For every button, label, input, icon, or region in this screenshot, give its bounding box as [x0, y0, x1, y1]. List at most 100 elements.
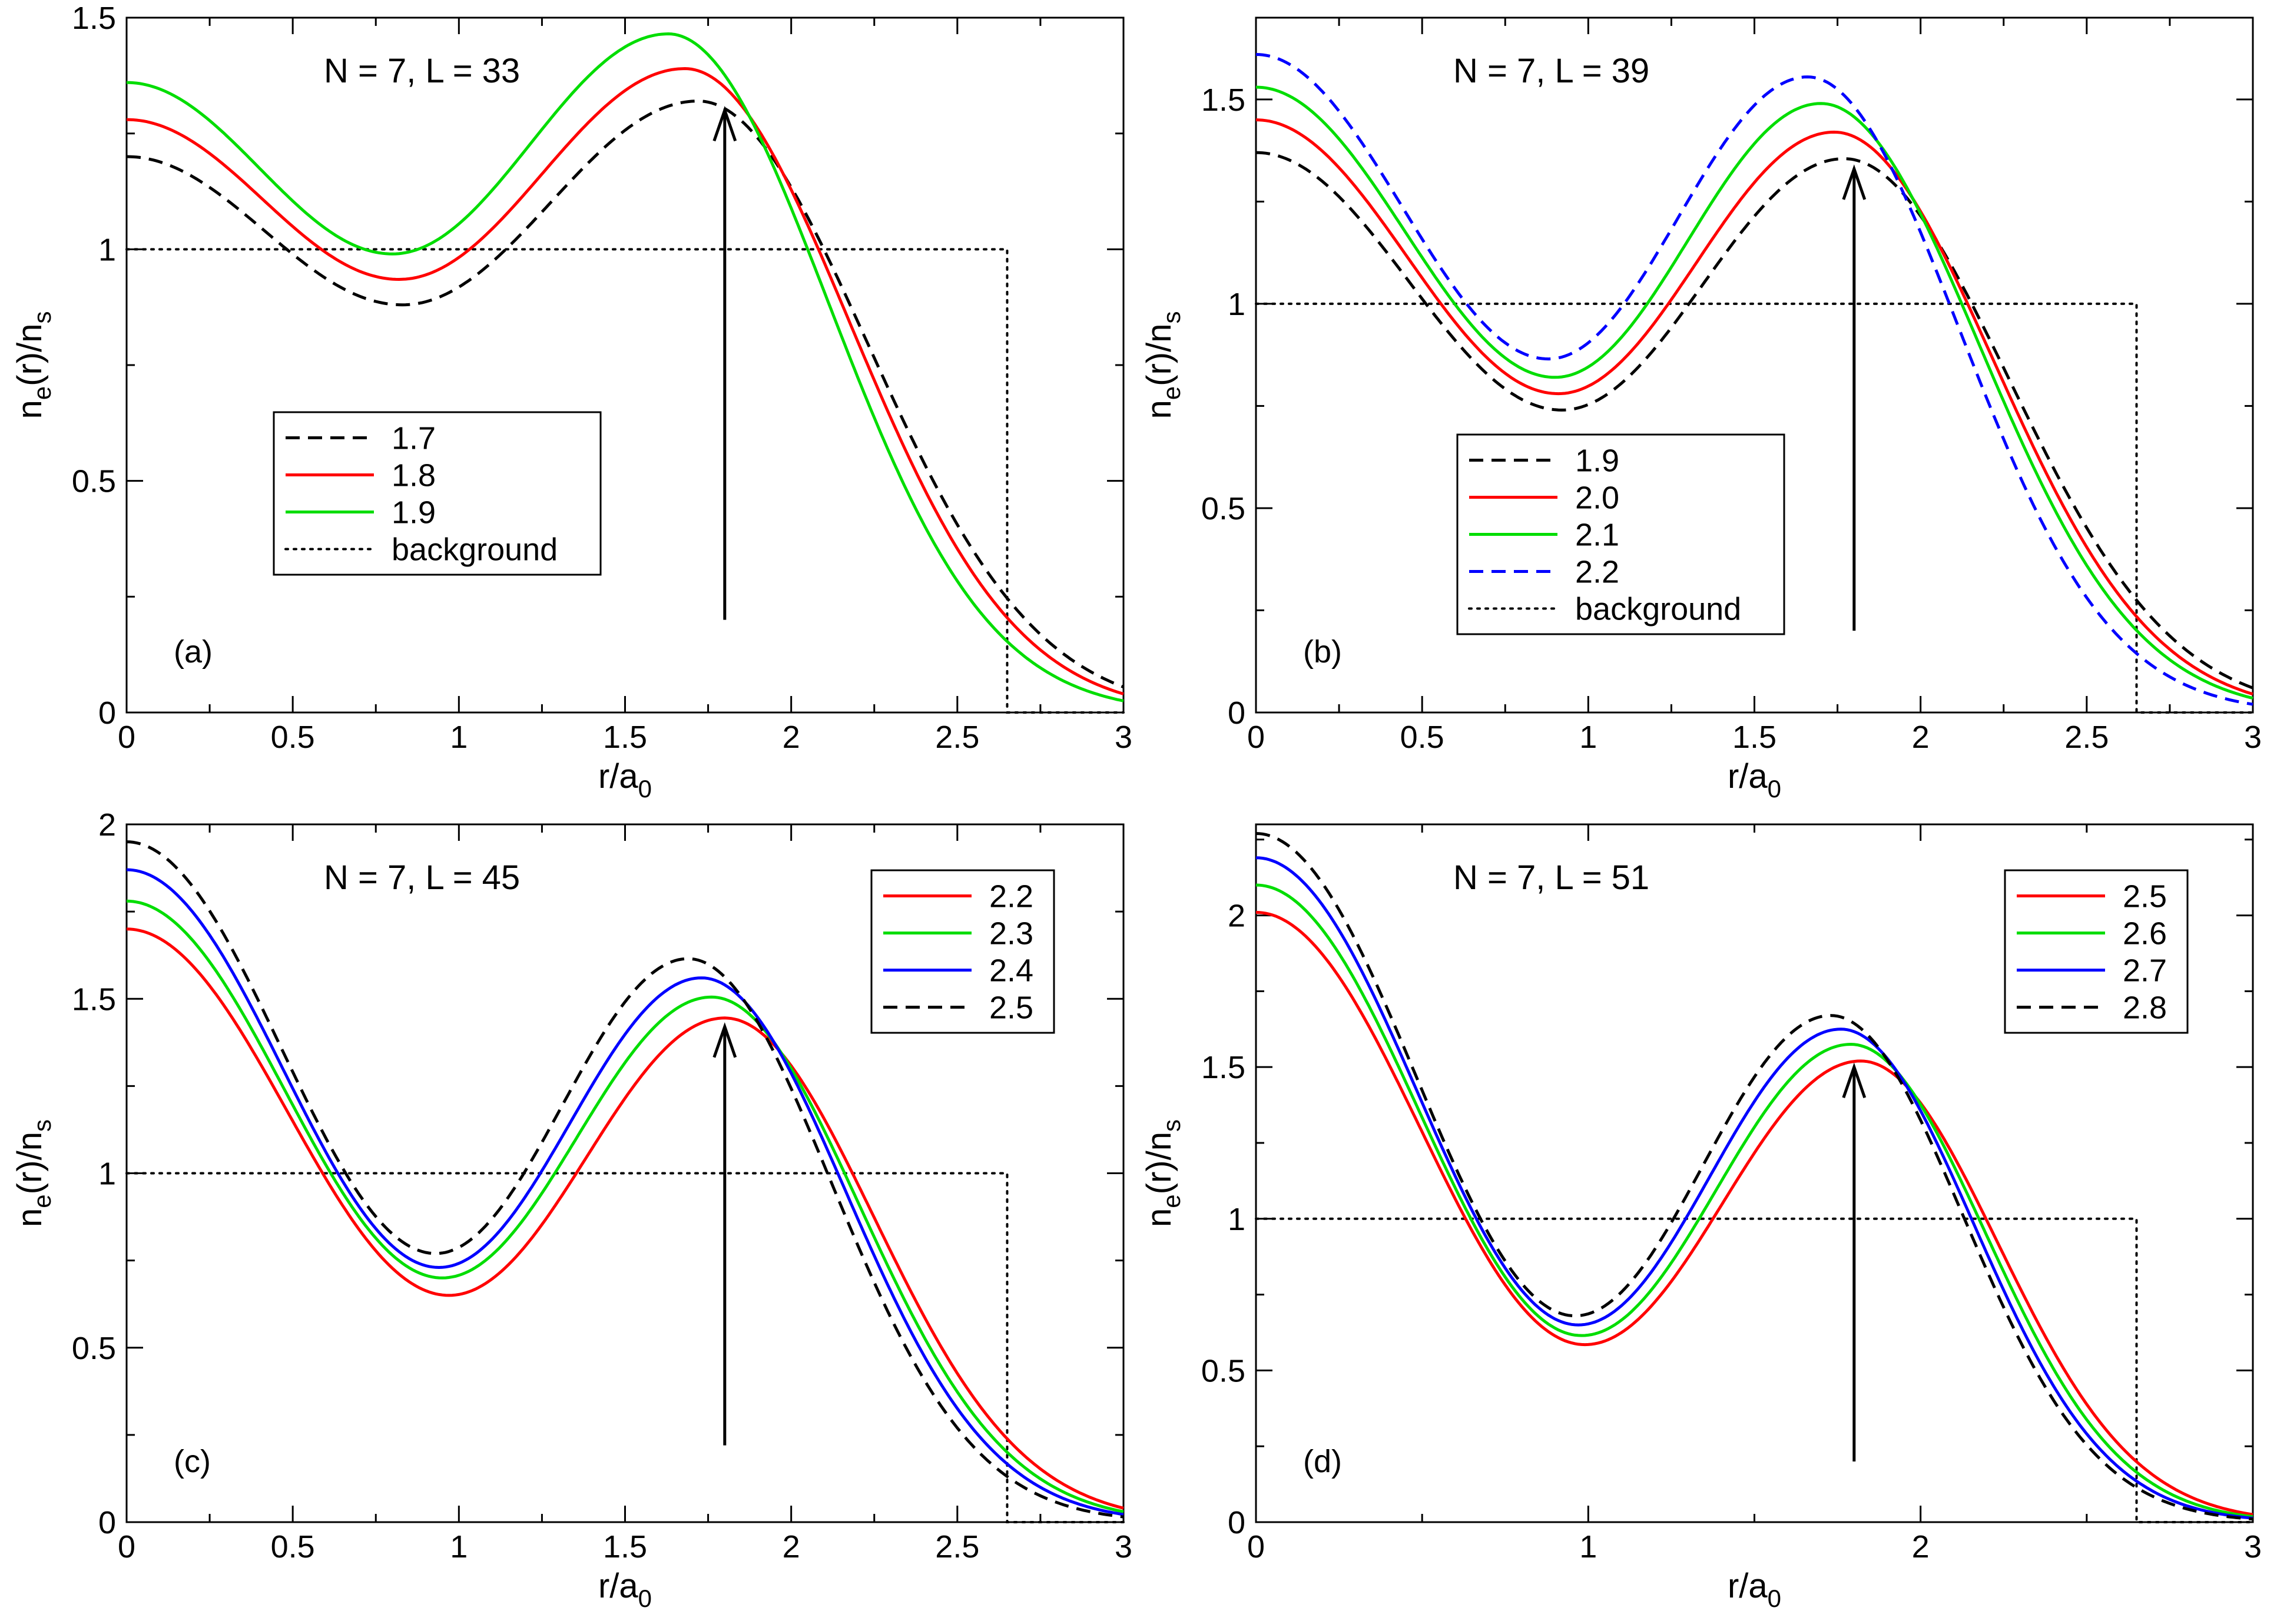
x-tick-label: 1.5: [603, 1529, 647, 1565]
x-axis-title: r/a0: [1728, 757, 1781, 803]
y-tick-label: 0.5: [72, 464, 116, 499]
panel-d: 0 1 2 3 0 0.5 1 1.5 2 r/a0 ne(r)/ns N = 7, L = 51 (d…: [1140, 823, 2262, 1612]
y-axis-title: ne(r)/ns: [1140, 1119, 1185, 1227]
series-line-2.6: [1255, 883, 2253, 1519]
series-line-2.0: [1255, 118, 2253, 696]
background-line: [125, 1172, 1125, 1523]
series-line-2.3: [126, 899, 1124, 1513]
x-tick-label: 3: [1115, 1529, 1132, 1565]
legend-label: 2.1: [1575, 518, 1619, 553]
series-line-2.5: [1255, 910, 2253, 1516]
x-tick-label: 1.5: [603, 720, 647, 755]
x-tick-label: 3: [2244, 720, 2262, 755]
x-tick-label: 1.5: [1732, 720, 1776, 755]
x-tick-label: 1: [450, 1529, 468, 1565]
x-tick-label: 2.5: [935, 1529, 979, 1565]
y-tick-label: 1: [1228, 287, 1245, 322]
x-tick-label: 2: [1912, 1529, 1930, 1565]
y-tick-label: 0.5: [1201, 1353, 1245, 1388]
panel-title: N = 7, L = 45: [324, 859, 520, 897]
series-line-2.5: [126, 840, 1124, 1519]
x-tick-label: 3: [2244, 1529, 2262, 1565]
x-axis-title: r/a0: [598, 757, 652, 803]
legend-label: 2.6: [2123, 916, 2167, 952]
x-tick-label: 1: [450, 720, 468, 755]
legend-label: background: [392, 532, 558, 568]
x-tick-label: 0.5: [1400, 720, 1444, 755]
x-tick-label: 0: [118, 720, 135, 755]
series-line-1.7: [126, 100, 1124, 689]
y-tick-label: 1.5: [1201, 1050, 1245, 1085]
y-tick-label: 1: [98, 1156, 116, 1192]
x-tick-label: 0.5: [271, 1529, 315, 1565]
legend-label: 2.7: [2123, 953, 2167, 989]
series-line-1.8: [126, 67, 1124, 695]
legend-label: 1.9: [392, 495, 436, 531]
panel-tag: (a): [174, 634, 213, 670]
arrow-head: [1842, 1062, 1867, 1098]
panel-title: N = 7, L = 51: [1453, 859, 1649, 897]
background-line: [1255, 1217, 2254, 1523]
legend-label: 2.0: [1575, 480, 1619, 516]
legend: 2.22.32.42.5: [870, 869, 1055, 1034]
y-tick-label: 1.5: [72, 982, 116, 1017]
y-tick-label: 2: [98, 807, 116, 843]
series-line-2.4: [126, 868, 1124, 1516]
y-tick-label: 0: [1228, 1505, 1245, 1540]
x-tick-label: 2: [783, 720, 800, 755]
x-tick-label: 2.5: [935, 720, 979, 755]
legend-box: [273, 411, 602, 576]
legend-label: 2.8: [2123, 990, 2167, 1026]
series-line-2.1: [1255, 85, 2253, 700]
panel-tag: (c): [174, 1444, 211, 1479]
y-tick-label: 0.5: [72, 1331, 116, 1366]
x-tick-label: 1: [1579, 1529, 1597, 1565]
legend-label: 2.4: [989, 953, 1033, 989]
y-tick-label: 1: [1228, 1202, 1245, 1237]
y-tick-label: 0: [1228, 695, 1245, 731]
legend-label: 2.5: [2123, 879, 2167, 914]
legend-label: 2.2: [989, 879, 1033, 914]
panel-c: 0 0.5 1 1.5 2 2.5 3 0 0.5 1 1.5 2 r/a0 ne(r)/ns N = 7,…: [11, 807, 1132, 1612]
legend-label: 2.2: [1575, 555, 1619, 590]
legend-label: background: [1575, 592, 1741, 627]
background-line: [125, 248, 1125, 714]
y-tick-label: 1: [98, 232, 116, 267]
x-tick-label: 0: [1247, 1529, 1265, 1565]
arrow-head: [712, 1022, 737, 1058]
y-tick-label: 2: [1228, 899, 1245, 934]
panel-tag: (b): [1303, 634, 1342, 670]
x-axis-title: r/a0: [598, 1567, 652, 1612]
background-line: [1255, 302, 2254, 714]
legend-label: 1.9: [1575, 443, 1619, 479]
y-axis-title: ne(r)/ns: [11, 311, 56, 419]
x-tick-label: 0: [118, 1529, 135, 1565]
series-line-2.2: [1255, 53, 2253, 706]
x-axis-title: r/a0: [1728, 1567, 1781, 1612]
series-line-1.9: [1255, 151, 2253, 690]
legend-label: 1.7: [392, 421, 436, 456]
x-tick-label: 1: [1579, 720, 1597, 755]
series-line-1.9: [126, 32, 1124, 702]
series-line-2.7: [1255, 856, 2253, 1520]
legend-label: 1.8: [392, 458, 436, 493]
y-tick-label: 1.5: [1201, 82, 1245, 118]
x-tick-label: 2: [1912, 720, 1930, 755]
y-tick-label: 0: [98, 1505, 116, 1540]
legend: 2.52.62.72.8: [2004, 869, 2189, 1034]
x-tick-label: 3: [1115, 720, 1132, 755]
panel-title: N = 7, L = 33: [324, 52, 520, 90]
legend-label: 2.5: [989, 990, 1033, 1026]
series-line-2.8: [1255, 832, 2253, 1521]
y-axis-title: ne(r)/ns: [11, 1119, 56, 1227]
x-tick-label: 0: [1247, 720, 1265, 755]
x-tick-label: 2: [783, 1529, 800, 1565]
panel-title: N = 7, L = 39: [1453, 52, 1649, 90]
x-tick-label: 0.5: [271, 720, 315, 755]
arrow-head: [1842, 164, 1867, 200]
